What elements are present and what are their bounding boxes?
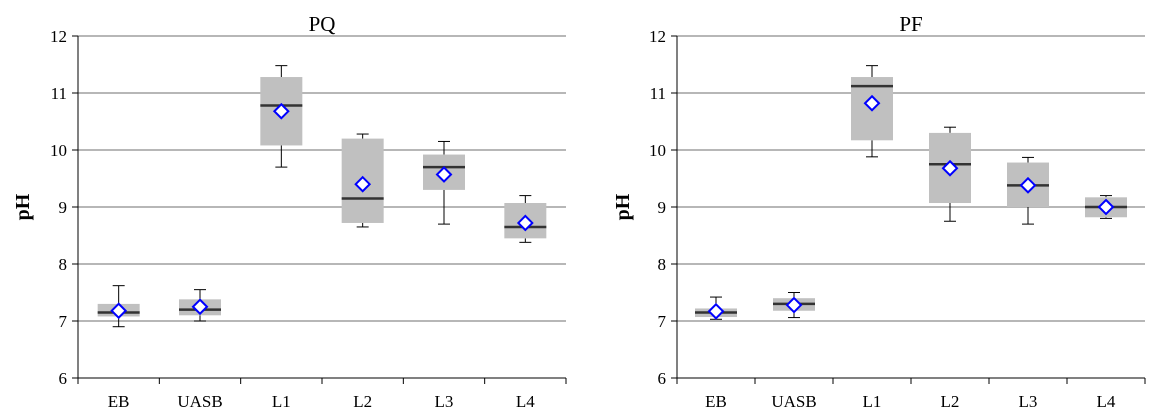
x-tick-label: L3 — [435, 392, 454, 411]
x-tick-label: L2 — [941, 392, 960, 411]
y-tick-label: 9 — [658, 198, 667, 217]
mean-marker — [191, 298, 209, 316]
chart-title: PQ — [309, 12, 336, 36]
mean-marker — [1097, 198, 1115, 216]
y-tick-label: 7 — [59, 312, 68, 331]
y-axis-label: pH — [12, 193, 34, 220]
mean-marker — [785, 296, 803, 314]
mean-marker — [435, 166, 453, 183]
y-tick-label: 6 — [59, 369, 68, 388]
mean-marker — [941, 159, 959, 177]
chart-panel-pf: 6 7 8 9 10 11 12 PF pH EB UASB L1 L2 L3 L4 — [612, 12, 1146, 411]
mean-marker — [707, 302, 725, 320]
mean-marker — [272, 102, 290, 120]
box-uasb — [773, 292, 815, 319]
box-uasb — [179, 289, 221, 322]
x-tick-label: L4 — [1097, 392, 1116, 411]
mean-marker — [863, 94, 881, 112]
box-l3 — [1007, 156, 1049, 225]
y-tick-label: 10 — [50, 141, 67, 160]
y-tick-label: 12 — [50, 27, 67, 46]
y-tick-label: 11 — [650, 84, 666, 103]
y-tick-label: 8 — [59, 255, 68, 274]
y-tick-label: 8 — [658, 255, 667, 274]
box-l4 — [504, 195, 547, 243]
x-tick-label: L2 — [353, 392, 372, 411]
box-l3 — [423, 140, 465, 225]
y-tick-label: 7 — [658, 312, 667, 331]
x-tick-label: EB — [108, 392, 130, 411]
box-eb — [695, 296, 737, 320]
mean-marker — [110, 302, 128, 320]
x-tick-label: L1 — [863, 392, 882, 411]
x-tick-label: UASB — [771, 392, 816, 411]
box-l2 — [341, 133, 384, 228]
y-tick-label: 10 — [649, 141, 666, 160]
y-tick-label: 6 — [658, 369, 667, 388]
box-l2 — [929, 126, 971, 222]
mean-marker — [1019, 176, 1037, 194]
box-eb — [97, 285, 140, 328]
y-tick-label: 12 — [649, 27, 666, 46]
chart-panel-pq: 6 7 8 9 10 11 12 PQ pH EB UASB L1 L2 L3 L4 — [12, 12, 567, 411]
chart-title: PF — [899, 12, 922, 36]
x-tick-label: L1 — [272, 392, 291, 411]
mean-marker — [516, 214, 534, 232]
mean-marker — [354, 175, 372, 193]
y-axis-label: pH — [612, 193, 634, 220]
y-tick-label: 9 — [59, 198, 68, 217]
y-tick-label: 11 — [51, 84, 67, 103]
x-tick-label: L3 — [1019, 392, 1038, 411]
box-l1 — [260, 65, 303, 168]
box-l4 — [1085, 195, 1127, 219]
x-tick-label: L4 — [516, 392, 535, 411]
box-l1 — [851, 65, 893, 158]
x-tick-label: UASB — [177, 392, 222, 411]
x-tick-label: EB — [705, 392, 727, 411]
